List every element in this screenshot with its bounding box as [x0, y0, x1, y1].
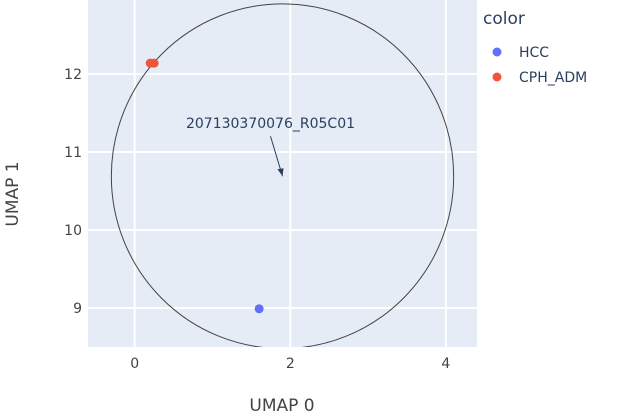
legend-marker-hcc [492, 47, 502, 57]
y-axis-title: UMAP 1 [3, 161, 23, 226]
y-gridlines [88, 73, 477, 310]
x-gridlines [133, 0, 447, 347]
legend-marker-cph-adm [492, 72, 502, 82]
x-axis-title: UMAP 0 [249, 396, 314, 416]
y-tick-label: 9 [73, 301, 82, 317]
x-tick-labels: 0 2 4 [130, 356, 450, 372]
point-cph-adm [149, 58, 159, 68]
x-tick-label: 4 [441, 356, 450, 372]
legend-label-cph-adm: CPH_ADM [519, 70, 587, 86]
y-tick-label: 10 [64, 223, 82, 239]
legend-label-hcc: HCC [519, 45, 549, 61]
annotations: 207130370076_R05C01 [186, 116, 355, 177]
data-points [145, 58, 264, 314]
y-tick-label: 11 [64, 145, 82, 161]
x-tick-label: 2 [286, 356, 295, 372]
legend: color HCC CPH_ADM [483, 9, 587, 86]
legend-title: color [483, 9, 525, 29]
annotation-label: 207130370076_R05C01 [186, 116, 355, 132]
y-tick-labels: 9 10 11 12 [64, 67, 82, 317]
legend-items: HCC CPH_ADM [492, 45, 587, 86]
point-hcc [254, 304, 264, 314]
y-tick-label: 12 [64, 67, 82, 83]
circle-shapes [110, 3, 455, 347]
highlight-circle [110, 3, 455, 347]
x-tick-label: 0 [130, 356, 139, 372]
annotation-arrowhead [277, 168, 284, 177]
